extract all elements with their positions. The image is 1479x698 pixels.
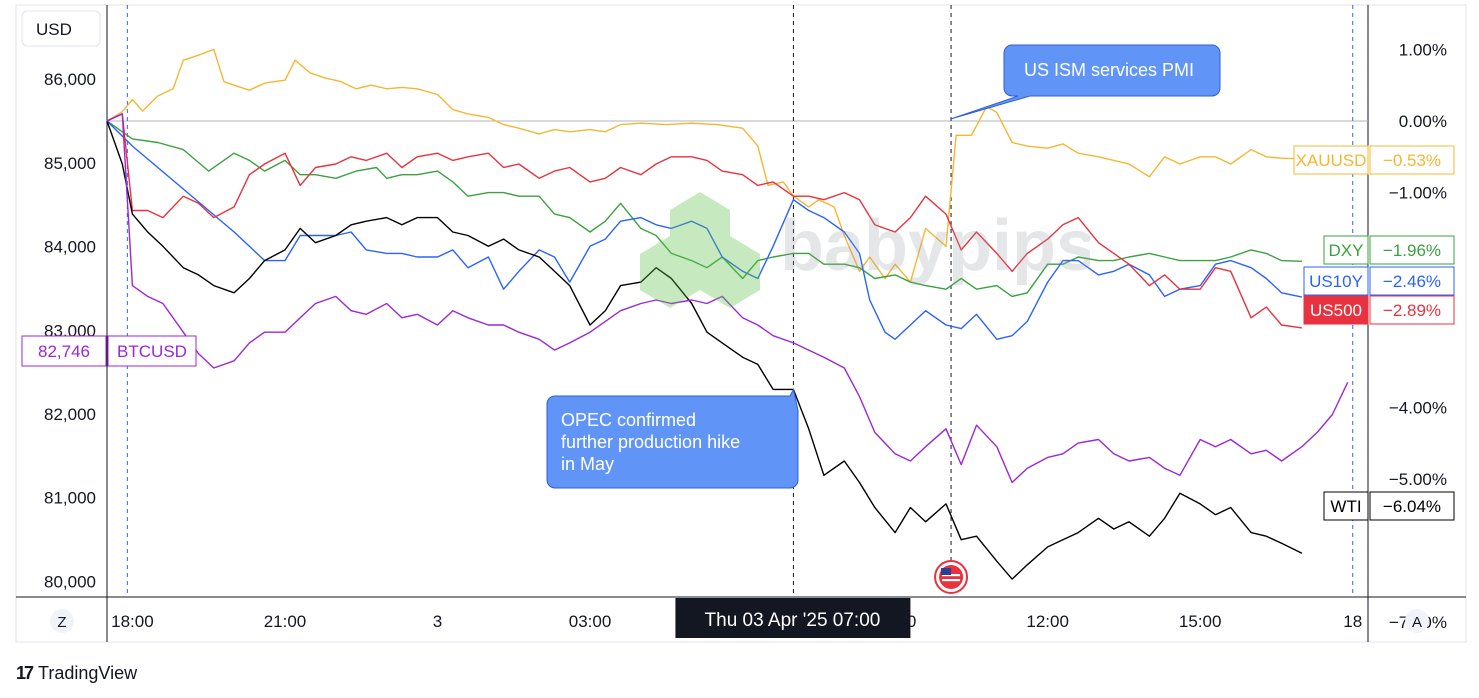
left-tick-label: 85,000 — [44, 154, 96, 173]
annotations: US ISM services PMI OPEC confirmedfurther… — [546, 44, 1221, 489]
series-line-btcusd — [106, 113, 1349, 484]
timezone-marker[interactable]: Z — [50, 609, 74, 633]
left-tick-label: 82,000 — [44, 405, 96, 424]
series-value-box — [1369, 235, 1455, 265]
series-name-label: US500 — [1310, 301, 1362, 320]
series-name-label: WTI — [1330, 497, 1361, 516]
left-tick-label: 86,000 — [44, 70, 96, 89]
annotation-bubble — [546, 387, 799, 489]
right-tick-label: 1.00% — [1399, 40, 1447, 59]
right-tick-label: −5.00% — [1389, 470, 1447, 489]
series-value-box — [1369, 145, 1455, 175]
usd-unit-box[interactable]: USD — [21, 10, 101, 47]
right-tick-label: −4.00% — [1389, 398, 1447, 417]
annotation-bubble — [950, 44, 1221, 120]
series-name-box — [1303, 266, 1369, 296]
annotation-text-line: in May — [561, 454, 614, 474]
series-tag-us10y: US10Y −2.46% — [1303, 266, 1455, 296]
time-tick-label: 18:00 — [111, 612, 154, 631]
series-value-label: −0.53% — [1383, 151, 1441, 170]
series-value-box — [1369, 266, 1455, 296]
series-tag-xauusd: XAUUSD −0.53% — [1293, 145, 1455, 175]
series-value-label: −6.04% — [1383, 497, 1441, 516]
series-tag-wti: WTI −6.04% — [1323, 491, 1455, 521]
watermark-text: babypips — [780, 206, 1090, 286]
crosshair-time-text: Thu 03 Apr '25 07:00 — [705, 610, 881, 631]
annotation-ism: US ISM services PMI — [950, 44, 1221, 120]
series-name-label: DXY — [1329, 241, 1364, 260]
annotation-text-line: further production hike — [561, 432, 740, 452]
crosshair-time-label: Thu 03 Apr '25 07:00 — [675, 598, 911, 638]
series-name-label: US10Y — [1309, 272, 1363, 291]
series-value-label: −2.46% — [1383, 272, 1441, 291]
series-lines — [106, 48, 1349, 580]
time-tick-label: 21:00 — [264, 612, 307, 631]
tradingview-footer[interactable]: 17 TradingView — [16, 660, 137, 686]
chart-frame — [15, 4, 1467, 643]
auto-scale-label: A — [1412, 614, 1422, 631]
tradingview-logo-icon: 17 — [16, 662, 34, 683]
annotation-text: US ISM services PMI — [1024, 60, 1194, 80]
babypips-watermark: babypips — [640, 192, 1090, 308]
left-tick-label: 80,000 — [44, 572, 96, 591]
time-tick-label: 3 — [433, 612, 442, 631]
series-name-box — [1303, 295, 1369, 325]
series-name-box — [1323, 235, 1369, 265]
series-tag-us500: US500 −2.89% — [1303, 295, 1455, 325]
left-tick-label: 84,000 — [44, 238, 96, 257]
series-value-label: −2.89% — [1383, 301, 1441, 320]
auto-scale-marker[interactable]: A — [1405, 609, 1429, 633]
left-tick-label: 81,000 — [44, 489, 96, 508]
series-name-box — [1323, 491, 1369, 521]
time-tick-label: 15:00 — [1179, 612, 1222, 631]
btc-name-label: BTCUSD — [117, 342, 187, 361]
series-tag-dxy: DXY −1.96% — [1323, 235, 1455, 265]
btc-name-box — [107, 335, 197, 367]
time-tick-label: 12:00 — [1026, 612, 1069, 631]
right-tick-label: −1.00% — [1389, 184, 1447, 203]
annotation-text-line: OPEC confirmed — [561, 410, 696, 430]
btc-left-tag: 82,746 BTCUSD — [21, 335, 197, 367]
btc-price-label: 82,746 — [38, 342, 90, 361]
series-name-box — [1293, 145, 1369, 175]
right-axis-ticks: 1.00%0.00%−1.00%−4.00%−5.00%−7.00% — [1389, 40, 1447, 632]
tradingview-brand: TradingView — [38, 662, 138, 683]
series-value-box — [1369, 491, 1455, 521]
series-value-box — [1369, 295, 1455, 325]
time-tick-label: 18 — [1343, 612, 1362, 631]
series-name-label: XAUUSD — [1296, 151, 1367, 170]
series-line-wti — [106, 120, 1303, 580]
btc-price-box — [21, 335, 107, 367]
timezone-label: Z — [57, 614, 66, 631]
series-line-us10y — [106, 120, 1303, 340]
right-tick-label: 0.00% — [1399, 112, 1447, 131]
time-tick-label: 03:00 — [569, 612, 612, 631]
us-flag-icon[interactable] — [934, 560, 969, 594]
series-line-xauusd — [106, 48, 1302, 283]
series-line-us500 — [106, 113, 1302, 329]
left-axis-ticks: 80,00081,00082,00083,00084,00085,00086,0… — [44, 70, 96, 591]
usd-unit-label: USD — [36, 20, 72, 39]
series-value-label: −1.96% — [1383, 241, 1441, 260]
series-tags: XAUUSD −0.53% DXY −1.96% US10Y −2.46% US500 −2.… — [21, 145, 1455, 521]
